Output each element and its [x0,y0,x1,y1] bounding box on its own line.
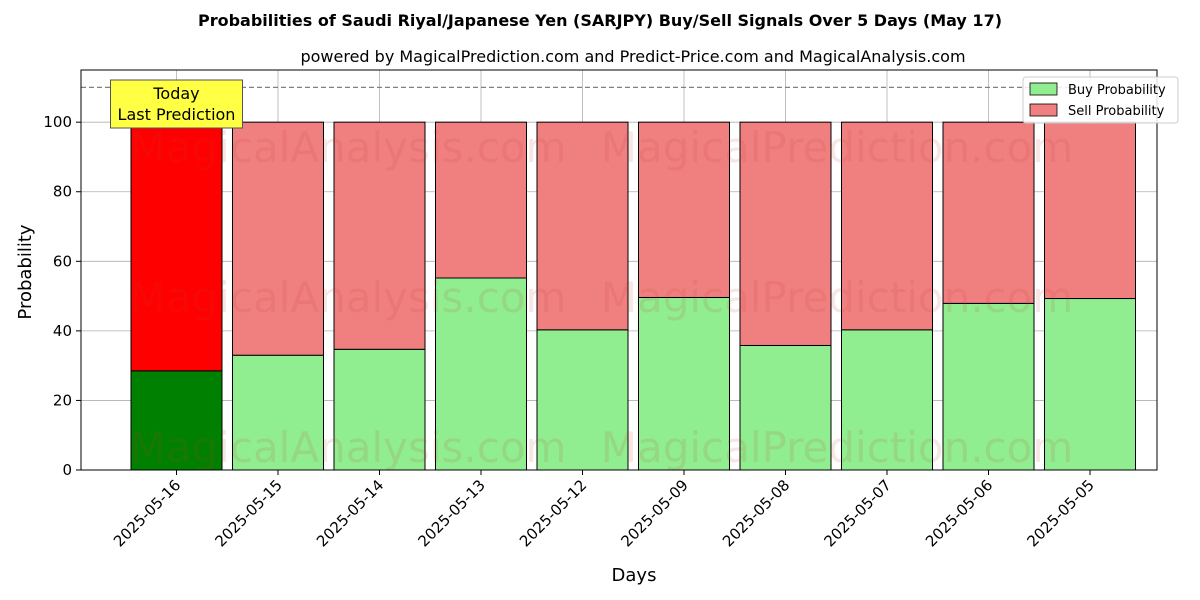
watermark-text: MagicalAnalysis.com [130,423,567,472]
annotation-text: Today [152,84,199,103]
bar-sell [942,121,1035,304]
bar-buy [841,329,933,471]
watermark-text: MagicalAnalysis.com [130,273,567,322]
legend-label[interactable]: Buy Probability [1068,83,1166,98]
chart-subtitle: powered by MagicalPrediction.com and Pre… [300,47,965,66]
bars: MagicalAnalysis.com MagicalPrediction.com… [130,121,1136,472]
bar-buy [942,302,1035,471]
annotation-box [110,79,243,129]
watermark-text: MagicalPrediction.com [601,273,1074,322]
annotation: Today Last Prediction [110,79,243,129]
watermark-text: MagicalPrediction.com [601,123,1074,172]
y-tick-label: 80 [53,183,72,201]
bar-sell [1044,121,1136,300]
x-axis-label: Days [612,565,657,586]
bar-buy [130,370,223,471]
chart-title: Probabilities of Saudi Riyal/Japanese Ye… [198,11,1002,30]
x-tick-label: 2025-05-16 [110,476,184,550]
x-tick-label: 2025-05-12 [516,476,590,550]
x-tick-label: 2025-05-08 [719,476,793,550]
y-tick-label: 100 [43,113,72,131]
bar-buy [435,277,527,471]
legend[interactable]: Buy Probability Sell Probability [1022,76,1179,124]
watermark-text: MagicalPrediction.com [601,423,1074,472]
bar-sell [638,121,730,298]
bar-buy [536,329,629,471]
bar-buy [638,296,730,471]
legend-box [1022,76,1179,124]
bar-buy [739,344,832,471]
bar-sell [232,121,324,356]
legend-swatch[interactable] [1029,103,1058,117]
x-tick-label: 2025-05-14 [313,476,387,550]
plot-frame [80,69,1158,471]
bar-sell [536,121,629,331]
bar-sell [841,121,933,331]
y-tick-label: 20 [53,391,72,409]
x-tick-label: 2025-05-13 [414,476,488,550]
legend-label[interactable]: Sell Probability [1068,104,1165,119]
x-tick-label: 2025-05-15 [211,476,285,550]
y-axis-label: Probability [15,224,36,319]
bar-buy [1044,298,1136,471]
bar-sell [739,121,832,346]
bar-sell [333,121,426,350]
x-tick-label: 2025-05-05 [1023,476,1097,550]
x-tick-label: 2025-05-06 [922,476,996,550]
bar-buy [333,348,426,471]
legend-swatch[interactable] [1029,82,1058,96]
x-tick-label: 2025-05-07 [820,476,894,550]
watermark-text: MagicalAnalysis.com [130,123,567,172]
bar-sell [130,121,223,372]
bar-sell [435,121,527,279]
annotation-text: Last Prediction [118,105,236,124]
y-tick-label: 60 [53,252,72,270]
y-tick-label: 0 [62,461,72,479]
y-tick-label: 40 [53,322,72,340]
x-tick-label: 2025-05-09 [617,476,691,550]
